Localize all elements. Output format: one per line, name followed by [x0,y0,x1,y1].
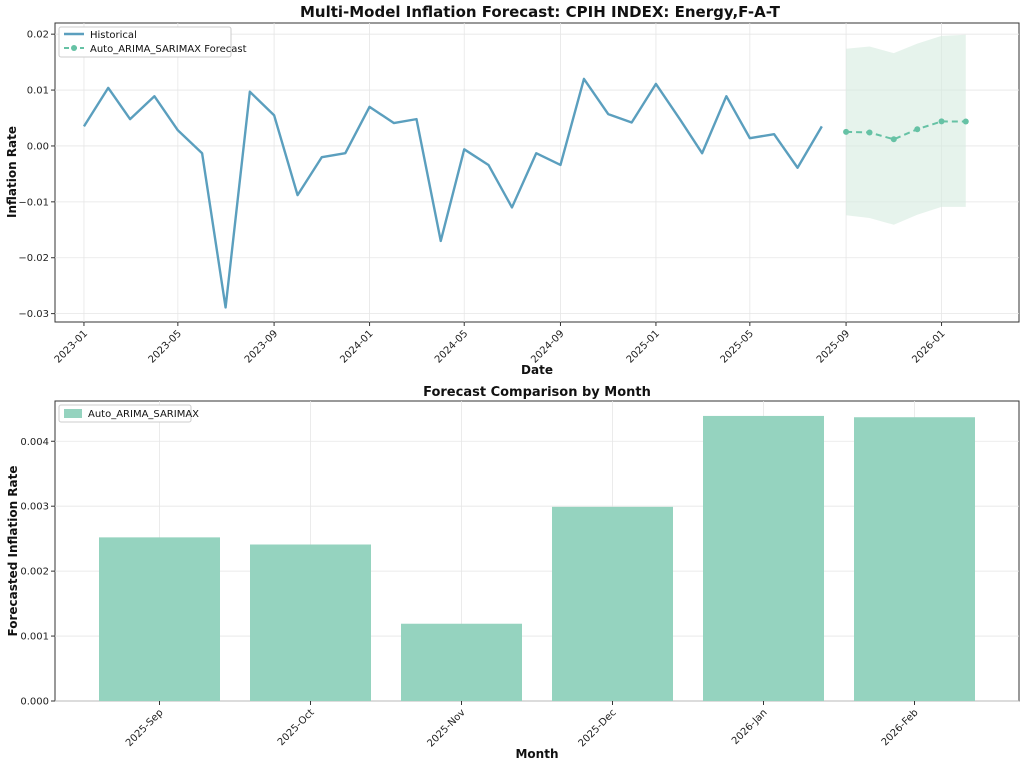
chart1-x-tick-label: 2024-01 [338,328,375,365]
forecast-bar-2026-feb [854,417,975,701]
chart1-y-tick-label: −0.02 [18,253,49,264]
chart1-y-tick-label: −0.03 [18,309,49,320]
chart2-legend-box [58,404,192,423]
chart1-x-tick-label: 2025-05 [719,328,756,365]
chart2-x-tick-label: 2025-Nov [425,707,467,749]
chart2-x-tick-label: 2026-Feb [880,707,921,748]
chart1-plot-frame [54,22,1020,323]
chart1-x-tick-label: 2023-05 [147,328,184,365]
line-chart-inflation-forecast: Multi-Model Inflation Forecast: CPIH IND… [5,3,1020,377]
legend-historical-label: Historical [90,30,137,41]
chart1-y-ticks: 0.02 0.01 0.00 −0.01 −0.02 −0.03 [18,30,55,320]
chart1-x-tick-label: 2023-09 [243,328,280,365]
bar-chart-forecast-comparison: Forecast Comparison by Month 0.0000.0010… [6,385,1020,761]
chart1-y-tick-label: −0.01 [18,197,49,208]
chart1-x-tick-label: 2025-01 [625,328,662,365]
forecast-bar-2026-jan [703,415,824,701]
chart2-y-tick-label: 0.002 [20,567,49,578]
chart2-x-tick-label: 2025-Sep [124,707,166,749]
legend-bar-label: Auto_ARIMA_SARIMAX [88,409,199,420]
forecast-point [890,136,897,143]
chart2-x-tick-label: 2025-Dec [577,707,619,749]
forecast-bar-2025-nov [401,623,522,701]
chart1-x-tick-label: 2025-09 [815,328,852,365]
chart2-y-tick-label: 0.004 [20,437,49,448]
forecast-point [962,118,969,125]
chart1-y-tick-label: 0.00 [27,141,49,152]
forecast-point [866,129,873,136]
chart1-title: Multi-Model Inflation Forecast: CPIH IND… [300,3,781,21]
forecast-point [938,118,945,125]
forecast-bar-2025-sep [99,537,220,701]
chart2-x-axis-label: Month [515,747,558,761]
legend-bar-swatch [64,409,82,418]
chart1-series-lines [82,77,966,309]
chart2-y-tick-label: 0.000 [20,697,49,708]
chart2-x-tick-label: 2025-Oct [276,707,317,748]
forecast-bar-2025-oct [250,544,371,701]
chart2-title: Forecast Comparison by Month [423,385,651,400]
chart1-legend-box [58,26,232,58]
chart1-x-tick-label: 2024-05 [433,328,470,365]
chart1-x-axis-label: Date [521,363,553,377]
chart2-x-ticks: 2025-Sep 2025-Oct 2025-Nov 2025-Dec 2026-Jan… [124,701,921,749]
chart1-confidence-band [846,34,966,225]
chart2-legend: Auto_ARIMA_SARIMAX [58,404,199,423]
chart2-y-axis-label: Forecasted Inflation Rate [6,465,20,636]
forecast-point [843,128,850,135]
legend-forecast-marker [71,45,77,51]
chart2-y-tick-label: 0.003 [20,502,49,513]
historical-series-line [82,77,823,309]
chart2-bars [99,415,975,701]
forecast-series-line [846,120,966,141]
chart1-y-tick-label: 0.01 [27,86,49,97]
legend-forecast-label: Auto_ARIMA_SARIMAX Forecast [90,44,247,55]
forecast-bar-2025-dec [552,506,673,701]
chart1-forecast-points [843,118,969,143]
chart1-legend: Historical Auto_ARIMA_SARIMAX Forecast [58,26,247,58]
chart1-y-axis-label: Inflation Rate [5,126,19,218]
chart1-x-tick-label: 2023-01 [53,328,90,365]
chart1-x-ticks: 2023-01 2023-05 2023-09 2024-01 2024-05 2024-… [53,322,948,366]
chart2-x-tick-label: 2026-Jan [730,707,770,747]
chart1-x-tick-label: 2024-09 [529,328,566,365]
chart1-x-tick-label: 2026-01 [910,328,947,365]
forecast-point [914,126,921,133]
chart2-y-ticks: 0.000 0.001 0.002 0.003 0.004 [20,437,55,708]
forecast-confidence-band [846,34,966,225]
chart2-y-tick-label: 0.001 [20,632,49,643]
chart1-y-tick-label: 0.02 [27,30,49,41]
